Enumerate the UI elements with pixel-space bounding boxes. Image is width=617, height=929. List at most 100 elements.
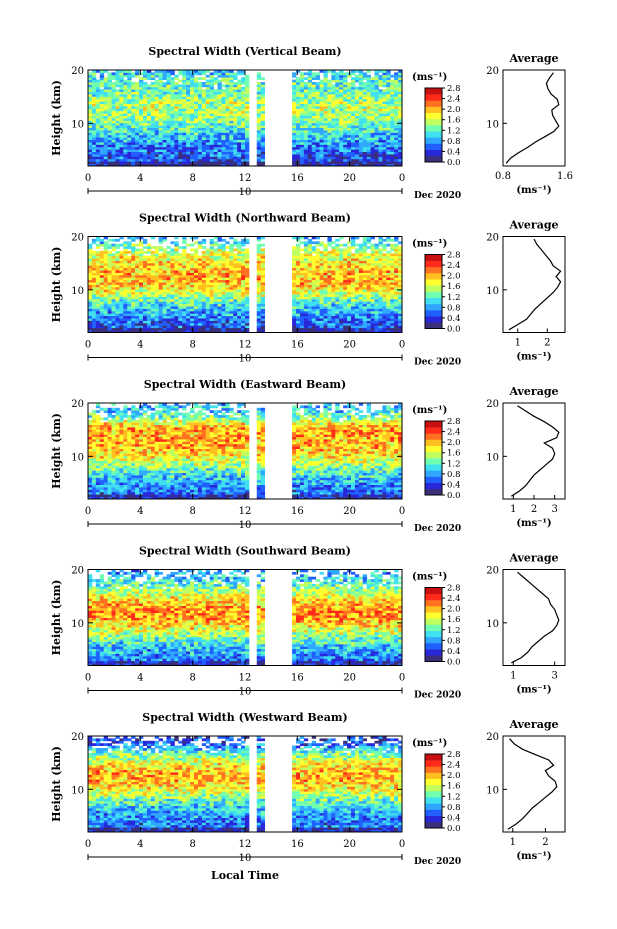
- heatmap-cell: [139, 286, 144, 290]
- heatmap-cell: [139, 144, 144, 148]
- heatmap-cell: [103, 272, 109, 276]
- heatmap-cell: [335, 306, 340, 309]
- heatmap-cell: [299, 89, 305, 92]
- heatmap-cell: [296, 315, 301, 319]
- heatmap-cell: [142, 103, 148, 107]
- heatmap-cell: [135, 106, 140, 109]
- heatmap-cell: [366, 298, 372, 302]
- heatmap-cell: [142, 115, 148, 119]
- heatmap-cell: [303, 86, 309, 90]
- heatmap-cell: [292, 84, 297, 88]
- heatmap-cell: [358, 132, 364, 136]
- heatmap-cell: [307, 151, 313, 155]
- heatmap-cell: [347, 103, 352, 107]
- heatmap-cell: [91, 274, 97, 278]
- heatmap-cell: [350, 103, 356, 107]
- heatmap-cell: [103, 262, 109, 266]
- heatmap-cell: [323, 86, 328, 90]
- heatmap-cell: [331, 113, 336, 116]
- heatmap-cell: [127, 139, 132, 143]
- heatmap-cell: [170, 301, 175, 305]
- heatmap-cell: [166, 86, 171, 90]
- heatmap-cell: [378, 301, 383, 305]
- heatmap-cell: [115, 279, 120, 283]
- heatmap-cell: [390, 154, 395, 157]
- heatmap-cell: [241, 308, 246, 312]
- heatmap-cell: [166, 108, 171, 112]
- heatmap-cell: [378, 330, 383, 333]
- heatmap-cell: [366, 284, 372, 288]
- heatmap-cell: [303, 122, 309, 126]
- heatmap-cell: [339, 156, 344, 160]
- heatmap-cell: [158, 327, 163, 331]
- heatmap-cell: [91, 158, 97, 162]
- heatmap-cell: [370, 98, 375, 102]
- x-tick-label: 0: [85, 173, 91, 184]
- heatmap-cell: [245, 146, 250, 150]
- heatmap-cell: [142, 274, 148, 278]
- heatmap-cell: [299, 306, 305, 309]
- heatmap-cell: [350, 125, 356, 128]
- heatmap-cell: [166, 101, 171, 104]
- heatmap-cell: [213, 327, 218, 331]
- heatmap-cell: [166, 106, 171, 109]
- heatmap-cell: [154, 296, 160, 300]
- heatmap-cell: [190, 308, 195, 312]
- heatmap-cell: [241, 265, 246, 269]
- heatmap-cell: [205, 163, 211, 167]
- heatmap-cell: [362, 137, 368, 140]
- heatmap-cell: [111, 258, 116, 261]
- heatmap-cell: [358, 74, 364, 78]
- heatmap-cell: [354, 156, 360, 160]
- heatmap-cell: [260, 258, 266, 261]
- heatmap-cell: [91, 308, 97, 312]
- heatmap-cell: [99, 306, 105, 309]
- heatmap-cell: [398, 156, 403, 160]
- heatmap-cell: [233, 122, 238, 126]
- heatmap-cell: [213, 286, 218, 290]
- heatmap-cell: [221, 84, 226, 88]
- heatmap-cell: [374, 101, 379, 104]
- heatmap-cell: [343, 262, 348, 266]
- heatmap-cell: [319, 306, 324, 309]
- heatmap-cell: [91, 82, 97, 85]
- heatmap-cell: [225, 144, 230, 148]
- heatmap-cell: [166, 72, 171, 76]
- heatmap-cell: [127, 310, 132, 314]
- heatmap-cell: [307, 98, 313, 102]
- heatmap-cell: [131, 72, 136, 76]
- heatmap-cell: [347, 91, 352, 95]
- heatmap-cell: [327, 156, 332, 160]
- heatmap-cell: [111, 265, 116, 269]
- heatmap-cell: [260, 115, 266, 119]
- heatmap-cell: [166, 139, 171, 143]
- heatmap-cell: [154, 82, 160, 85]
- heatmap-cell: [119, 89, 124, 92]
- heatmap-cell: [323, 294, 328, 297]
- heatmap-cell: [362, 108, 368, 112]
- heatmap-cell: [390, 291, 395, 295]
- heatmap-cell: [88, 303, 93, 307]
- heatmap-cell: [146, 260, 152, 264]
- heatmap-cell: [158, 306, 163, 309]
- heatmap-cell: [323, 82, 328, 85]
- heatmap-cell: [217, 267, 222, 271]
- heatmap-cell: [162, 89, 167, 92]
- heatmap-cell: [158, 122, 163, 126]
- heatmap-cell: [256, 154, 262, 157]
- heatmap-cell: [88, 298, 93, 302]
- heatmap-cell: [311, 151, 317, 155]
- heatmap-cell: [378, 161, 383, 164]
- heatmap-cell: [323, 110, 328, 114]
- heatmap-cell: [186, 149, 191, 152]
- heatmap-cell: [162, 142, 167, 145]
- heatmap-cell: [178, 120, 183, 124]
- heatmap-cell: [201, 156, 207, 160]
- heatmap-cell: [315, 77, 320, 80]
- heatmap-cell: [186, 258, 191, 261]
- heatmap-cell: [394, 84, 399, 88]
- heatmap-cell: [127, 137, 132, 140]
- heatmap-cell: [103, 158, 109, 162]
- heatmap-cell: [394, 127, 399, 131]
- heatmap-cell: [139, 125, 144, 128]
